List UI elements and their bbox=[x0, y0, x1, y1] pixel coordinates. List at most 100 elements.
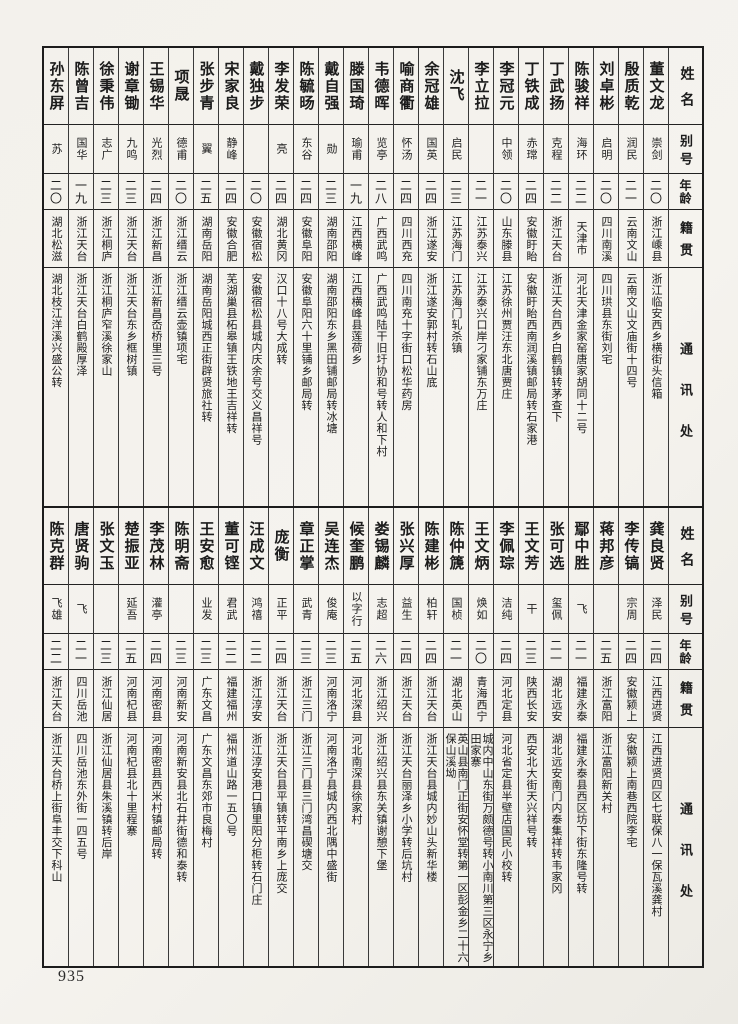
entry-native: 湖南邵阳 bbox=[319, 210, 343, 268]
entry-alias: 启明 bbox=[594, 125, 618, 174]
entry-native: 浙江富阳 bbox=[594, 670, 618, 728]
entry-age: 二四 bbox=[269, 174, 293, 210]
entry-name: 楚振亚 bbox=[119, 508, 143, 585]
header-column: 姓名 别号 年龄 籍贯 通讯处 bbox=[668, 48, 702, 506]
entry-name: 宋家良 bbox=[219, 48, 243, 125]
entry-address: 广西武鸣陆干旧圩协和号转人和下村 bbox=[375, 273, 387, 457]
entry-address: 江苏海门轧杀镇 bbox=[450, 273, 462, 354]
entry-column: 王锡华 光烈 二四 浙江新昌 浙江新昌岙桥里三号 bbox=[143, 48, 168, 506]
entry-age: 二〇 bbox=[169, 174, 193, 210]
entry-age: 二四 bbox=[419, 634, 443, 670]
entry-native: 天津市 bbox=[569, 210, 593, 268]
entry-column: 章正掌 武青 二三 浙江三门 浙江三门县三门湾昌碶塘交 bbox=[293, 508, 318, 966]
entry-column: 戴独步 二〇 安徽宿松 安徽宿松县城内庆余号交义昌祥号 bbox=[243, 48, 268, 506]
entry-column: 汪成文 鸿禧 二二 浙江淳安 浙江淳安港口镇里阳分柜转石门庄 bbox=[243, 508, 268, 966]
entry-address: 浙江天台白鹤殿厚泽 bbox=[75, 273, 87, 377]
entry-native: 浙江三门 bbox=[294, 670, 318, 728]
entry-alias: 勋 bbox=[319, 125, 343, 174]
entry-name: 董可铿 bbox=[219, 508, 243, 585]
entry-name: 陈仲篪 bbox=[444, 508, 468, 585]
entry-native: 江苏海门 bbox=[444, 210, 468, 268]
entry-name: 候奎鹏 bbox=[344, 508, 368, 585]
entry-name: 张文玉 bbox=[94, 508, 118, 585]
entry-native: 浙江缙云 bbox=[169, 210, 193, 268]
entry-address: 河南洛宁县城内西北隅中盛街 bbox=[325, 733, 337, 883]
entry-alias bbox=[594, 585, 618, 634]
entry-name: 章正掌 bbox=[294, 508, 318, 585]
entry-column: 唐贤驹飞二一 四川岳池 四川岳池东外街一四五号 bbox=[68, 508, 93, 966]
entry-native: 安徽盱眙 bbox=[519, 210, 543, 268]
directory-section-top: 姓名 别号 年龄 籍贯 通讯处 董文龙 崇剑 二〇 浙江嵊县 浙江临安西乡横街头信箱 殷质乾 润民 二一… bbox=[44, 48, 702, 506]
entry-native: 浙江仙居 bbox=[94, 670, 118, 728]
entry-native: 陕西长安 bbox=[519, 670, 543, 728]
entry-alias: 正平 bbox=[269, 585, 293, 634]
entry-age: 二〇 bbox=[244, 174, 268, 210]
entry-native: 河南密县 bbox=[144, 670, 168, 728]
entry-name: 李立拉 bbox=[469, 48, 493, 125]
entry-alias: 飞雄 bbox=[44, 585, 68, 634]
entry-name: 庞衡 bbox=[269, 508, 293, 585]
entry-alias: 启民 bbox=[444, 125, 468, 174]
entry-address: 浙江新昌岙桥里三号 bbox=[150, 273, 162, 377]
entry-age: 二三 bbox=[444, 174, 468, 210]
entry-name: 徐秉伟 bbox=[94, 48, 118, 125]
entry-alias: 翼 bbox=[194, 125, 218, 174]
entry-alias: 九鸣 bbox=[119, 125, 143, 174]
entry-native: 江西横峰 bbox=[344, 210, 368, 268]
entry-address: 河北省定县半壁店国民小校转 bbox=[500, 733, 512, 883]
entry-native: 浙江嵊县 bbox=[644, 210, 668, 268]
header-native: 籍贯 bbox=[669, 670, 702, 728]
entry-column: 鄢中胜飞二一 福建永泰 福建永泰县西区坊下街东隆号转 bbox=[568, 508, 593, 966]
entry-native: 江西进贤 bbox=[644, 670, 668, 728]
entry-name: 张步青 bbox=[194, 48, 218, 125]
entry-alias: 德甫 bbox=[169, 125, 193, 174]
entry-age: 二四 bbox=[419, 174, 443, 210]
entry-name: 戴独步 bbox=[244, 48, 268, 125]
entry-column: 殷质乾 润民 二一 云南文山 云南文山文庙街十四号 bbox=[618, 48, 643, 506]
entry-age: 二二 bbox=[219, 634, 243, 670]
entry-native: 四川西充 bbox=[394, 210, 418, 268]
entry-column: 陈毓旸 东谷 二四 安徽阜阳 安徽阜阳六十里铺乡邮局转 bbox=[293, 48, 318, 506]
entry-age: 二三 bbox=[519, 634, 543, 670]
entry-address: 浙江天台县平镇转平南乡上庞交 bbox=[275, 733, 287, 894]
header-name: 姓名 bbox=[669, 48, 702, 125]
entry-column: 陈骏祥 海环 二二 天津市 河北天津金家窑唐家胡同十二号 bbox=[568, 48, 593, 506]
entry-native: 青海西宁 bbox=[469, 670, 493, 728]
entry-alias: 志超 bbox=[369, 585, 393, 634]
entry-address: 安徽阜阳六十里铺乡邮局转 bbox=[300, 273, 312, 411]
entry-native: 安徽合肥 bbox=[219, 210, 243, 268]
entry-name: 李传镐 bbox=[619, 508, 643, 585]
entry-native: 河北定县 bbox=[494, 670, 518, 728]
entry-name: 娄锡麟 bbox=[369, 508, 393, 585]
entry-column: 喻商衢 怀汤 二四 四川西充 四川南充十字街口松华药房 bbox=[393, 48, 418, 506]
entry-alias: 志广 bbox=[94, 125, 118, 174]
entry-age: 二三 bbox=[194, 634, 218, 670]
entry-alias: 中领 bbox=[494, 125, 518, 174]
entry-address: 湖南岳阳城西正街辟贤旅社转 bbox=[200, 273, 212, 423]
entry-age: 二四 bbox=[644, 634, 668, 670]
entry-age: 二四 bbox=[294, 174, 318, 210]
entry-alias bbox=[244, 125, 268, 174]
entry-address: 浙江天台西乡白鹤镇转茅查下 bbox=[550, 273, 562, 423]
entry-age: 二五 bbox=[594, 634, 618, 670]
entry-age: 二一 bbox=[469, 174, 493, 210]
entry-column: 王文芳干二三 陕西长安 西安北大街天兴祥号转 bbox=[518, 508, 543, 966]
entry-age: 二八 bbox=[369, 174, 393, 210]
entry-column: 孙东屏苏二〇 湖北松滋 湖北枝江洋溪兴盛公转 bbox=[44, 48, 68, 506]
entry-native: 浙江桐庐 bbox=[94, 210, 118, 268]
entry-age: 二〇 bbox=[44, 174, 68, 210]
entry-alias: 海环 bbox=[569, 125, 593, 174]
entry-native: 广西武鸣 bbox=[369, 210, 393, 268]
entry-address: 河北天津金家窑唐家胡同十二号 bbox=[575, 273, 587, 434]
entry-address: 四川岳池东外街一四五号 bbox=[75, 733, 87, 860]
entry-age: 二一 bbox=[544, 634, 568, 670]
entry-column: 谢章锄 九鸣 二三 浙江天台 浙江天台东乡框树镇 bbox=[118, 48, 143, 506]
entry-native: 浙江天台 bbox=[119, 210, 143, 268]
entry-alias: 洁纯 bbox=[494, 585, 518, 634]
entry-alias: 东谷 bbox=[294, 125, 318, 174]
entry-address: 福州道山路一五〇号 bbox=[225, 733, 237, 837]
entry-column: 韦德晖 览亭 二八 广西武鸣 广西武鸣陆干旧圩协和号转人和下村 bbox=[368, 48, 393, 506]
entry-native: 山东滕县 bbox=[494, 210, 518, 268]
entry-name: 项晟 bbox=[169, 48, 193, 125]
